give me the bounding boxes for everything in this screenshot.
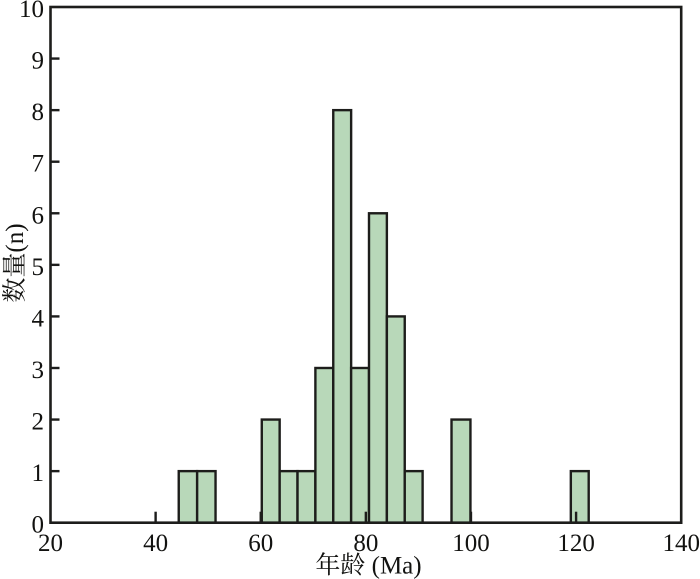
x-tick-label-120: 120	[557, 530, 595, 557]
x-tick-label-140: 140	[662, 530, 700, 557]
cjk-glyph-数	[2, 278, 25, 302]
x-tick-labels: 20 40 60 80 100 120 140	[38, 530, 700, 557]
axis-title-latin-run: (n)	[2, 223, 29, 252]
histogram-bar-0	[177, 469, 199, 524]
x-axis-ticks	[154, 511, 578, 523]
histogram-bar-10	[403, 469, 424, 524]
histogram-bar-1	[195, 469, 217, 524]
y-tick-label-8: 8	[32, 99, 45, 126]
y-tick-label-1: 1	[32, 460, 45, 487]
y-axis-ticks	[50, 57, 60, 473]
x-tick-label-80: 80	[353, 530, 378, 557]
axis-title-latin-run: (Ma)	[372, 553, 422, 579]
histogram-bar-12	[569, 469, 590, 524]
histogram-bar-2	[260, 418, 281, 524]
histogram-bar-11	[450, 418, 472, 524]
y-tick-label-4: 4	[32, 305, 45, 332]
y-tick-label-9: 9	[32, 48, 45, 75]
x-tick-label-100: 100	[452, 530, 490, 557]
cjk-glyph-龄	[341, 552, 365, 576]
histogram-bar-9	[385, 315, 406, 524]
y-tick-label-7: 7	[32, 151, 45, 178]
y-tick-labels: 0 1 2 3 4 5 6 7 8 9 10	[19, 0, 45, 539]
x-axis-title: (Ma)	[316, 552, 422, 579]
y-tick-label-5: 5	[32, 254, 45, 281]
x-tick-label-20: 20	[38, 530, 63, 557]
x-tick-label-60: 60	[248, 530, 273, 557]
y-tick-label-2: 2	[32, 409, 45, 436]
y-tick-label-10: 10	[19, 0, 44, 23]
y-axis-title: (n)	[2, 223, 29, 302]
histogram-bar-6	[332, 108, 353, 524]
cjk-glyph-年	[316, 552, 340, 576]
x-tick-label-40: 40	[143, 530, 168, 557]
histogram-bar-5	[314, 366, 335, 524]
cjk-glyph-量	[2, 253, 25, 277]
y-tick-label-0: 0	[32, 512, 45, 539]
histogram-bar-4	[296, 469, 317, 524]
histogram-bar-8	[367, 212, 389, 524]
y-tick-label-6: 6	[32, 202, 45, 229]
y-tick-label-3: 3	[32, 357, 45, 384]
histogram-bar-7	[349, 366, 371, 524]
histogram-bar-3	[278, 469, 299, 524]
